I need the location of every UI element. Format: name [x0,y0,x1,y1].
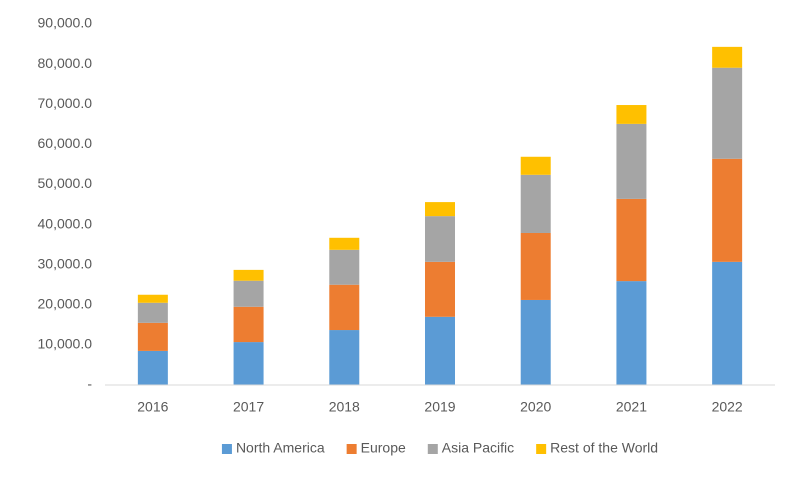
y-tick-label: 90,000.0 [38,15,93,31]
bar-segment [520,299,551,385]
legend-swatch [221,444,232,454]
legend-swatch [346,444,357,454]
bar-segment [520,232,551,300]
bar-segment [233,342,264,385]
bar-segment [616,281,647,385]
legend-swatch [536,444,547,454]
x-tick-label: 2021 [616,399,647,415]
y-tick-label: 40,000.0 [38,215,93,231]
bar-segment [233,269,264,281]
bar-segment [520,174,551,233]
y-tick-label: 10,000.0 [38,336,93,352]
bar-segment [425,216,455,262]
legend: North America Europe Asia Pacific Rest of t… [221,440,658,456]
bar-segment [712,67,743,159]
y-tick-label: 60,000.0 [38,135,93,151]
bar-segment [137,322,168,351]
bar-segment [425,261,455,317]
bar-segment [425,316,455,385]
bar-segment [329,330,360,385]
bar-segment [329,237,360,250]
x-tick-label: 2017 [233,399,264,415]
legend-label: Europe [361,440,406,456]
bar-segment [616,123,647,199]
x-tick-label: 2019 [424,399,455,415]
bar-segment [329,284,360,331]
bar-segment [329,249,360,285]
bar-segment [712,261,743,385]
bar-segment [137,302,168,323]
bar-segment [233,280,264,307]
legend-label: Asia Pacific [442,440,514,456]
x-tick-label: 2016 [137,399,168,415]
y-tick-label: 80,000.0 [38,55,93,71]
bar-segment [520,156,551,175]
bar-segment [616,105,647,124]
x-tick-label: 2018 [329,399,360,415]
bar-segment [712,46,743,68]
x-tick-label: 2020 [520,399,551,415]
bar-segment [233,306,264,343]
bar-segment [137,294,168,303]
bar-segment [712,158,743,262]
y-tick-label: 70,000.0 [38,95,93,111]
y-tick-label: - [87,376,92,392]
y-tick-label: 30,000.0 [38,255,93,271]
legend-swatch [427,444,438,454]
bar-segment [137,350,168,385]
bar-segment [425,202,455,217]
y-tick-label: 50,000.0 [38,175,93,191]
y-tick-label: 20,000.0 [38,295,93,311]
x-tick-label: 2022 [712,399,743,415]
legend-label: North America [236,440,325,456]
bar-segment [616,198,647,282]
legend-label: Rest of the World [550,440,658,456]
